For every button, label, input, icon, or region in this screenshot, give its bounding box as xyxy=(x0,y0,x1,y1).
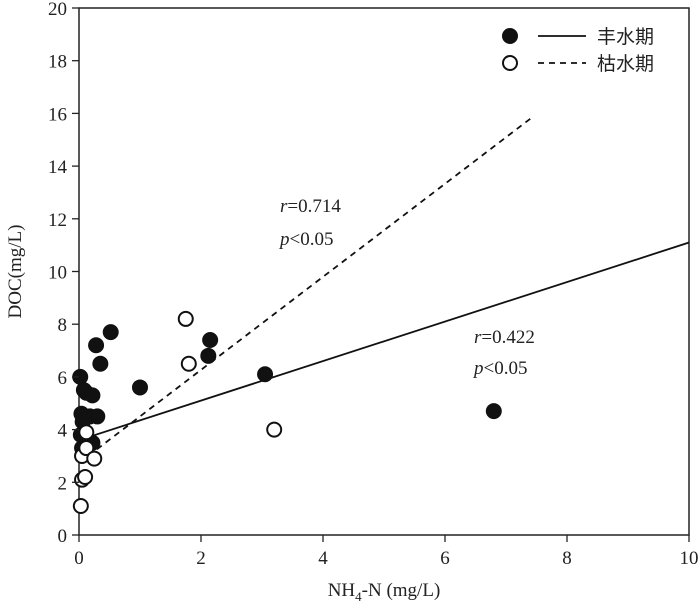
x-tick-label: 6 xyxy=(440,548,450,569)
data-point-filled xyxy=(132,379,148,396)
data-point-open xyxy=(78,424,95,441)
annotation-r-number: =0.714 xyxy=(287,196,341,217)
fit-line-wet-season xyxy=(79,241,689,441)
data-point-filled xyxy=(92,355,109,372)
x-axis-title-main: NH xyxy=(328,580,356,601)
y-axis-title: DOC(mg/L) xyxy=(5,225,26,319)
x-axis-title-rest: -N (mg/L) xyxy=(362,580,441,601)
annotation-p-value: p<0.05 xyxy=(472,358,527,379)
data-point-open xyxy=(266,421,283,438)
annotation-p-symbol: p xyxy=(278,229,290,250)
legend-marker xyxy=(502,55,518,71)
data-point-filled xyxy=(88,337,105,354)
data-point-open xyxy=(77,469,94,486)
x-axis-title: NH4-N (mg/L) xyxy=(328,580,441,604)
data-point-filled xyxy=(89,408,106,425)
data-point-filled xyxy=(257,366,274,383)
y-tick-label: 8 xyxy=(58,315,68,336)
data-point-filled xyxy=(202,332,219,349)
legend-label: 丰水期 xyxy=(597,26,654,48)
x-tick-label: 2 xyxy=(196,548,206,569)
annotation-r-symbol: r xyxy=(280,196,288,217)
x-tick-label: 10 xyxy=(680,548,699,569)
x-axis-title-sub: 4 xyxy=(355,589,362,604)
y-tick-label: 0 xyxy=(58,526,68,547)
x-tick-label: 4 xyxy=(318,548,328,569)
annotation-r-number: =0.422 xyxy=(481,327,534,348)
annotation-p-number: <0.05 xyxy=(290,229,334,250)
data-point-filled xyxy=(84,387,101,404)
data-point-open xyxy=(180,355,197,372)
y-tick-label: 2 xyxy=(58,473,68,494)
data-point-filled xyxy=(102,324,119,341)
y-tick-label: 12 xyxy=(48,210,67,231)
x-tick-label: 0 xyxy=(74,548,84,569)
y-tick-label: 14 xyxy=(48,157,68,178)
annotation-p-symbol: p xyxy=(472,358,484,379)
fit-lines xyxy=(79,117,689,457)
y-tick-label: 10 xyxy=(48,263,67,284)
y-tick-label: 16 xyxy=(48,104,67,125)
annotation-r-value: r=0.714 xyxy=(280,196,341,217)
data-point-filled xyxy=(485,403,502,420)
fit-line-dry-season xyxy=(87,117,531,457)
data-points xyxy=(72,310,502,515)
y-tick-label: 20 xyxy=(48,0,67,20)
y-tick-label: 18 xyxy=(48,52,67,73)
y-tick-label: 4 xyxy=(58,421,68,442)
data-point-open xyxy=(78,440,95,457)
legend-marker xyxy=(502,28,518,44)
data-point-open xyxy=(177,310,194,327)
annotation-r-symbol: r xyxy=(474,327,482,348)
legend-label: 枯水期 xyxy=(597,53,654,75)
data-point-open xyxy=(72,498,89,515)
y-tick-label: 6 xyxy=(58,368,68,389)
annotation-p-value: p<0.05 xyxy=(278,229,333,250)
annotation-r-value: r=0.422 xyxy=(474,327,535,348)
data-point-open xyxy=(86,450,103,467)
data-point-filled xyxy=(200,347,217,364)
annotation-p-number: <0.05 xyxy=(484,358,528,379)
x-tick-label: 8 xyxy=(562,548,572,569)
